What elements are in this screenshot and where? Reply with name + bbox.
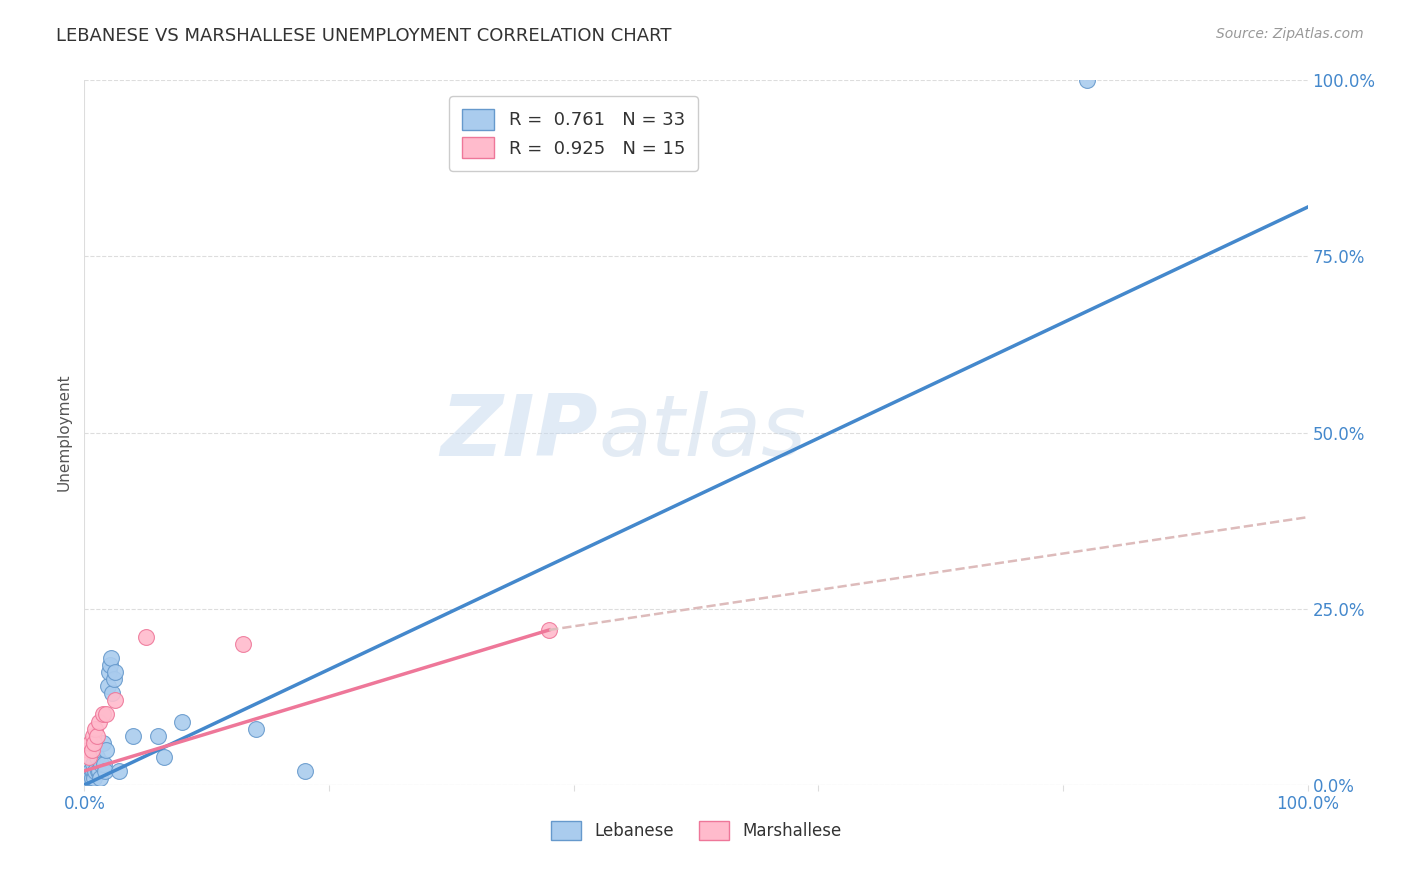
Point	[79, 736, 101, 750]
Point	[100, 651, 122, 665]
Point	[96, 742, 118, 756]
Point	[82, 729, 104, 743]
Point	[84, 764, 107, 778]
Point	[91, 736, 114, 750]
Point	[86, 749, 108, 764]
Point	[153, 749, 176, 764]
Point	[82, 764, 104, 778]
Point	[98, 658, 121, 673]
Point	[77, 742, 100, 756]
Point	[80, 771, 103, 785]
Point	[87, 764, 110, 778]
Point	[83, 736, 105, 750]
Text: Source: ZipAtlas.com: Source: ZipAtlas.com	[1216, 27, 1364, 41]
Point	[91, 707, 114, 722]
Point	[79, 764, 101, 778]
Point	[96, 707, 118, 722]
Point	[97, 665, 120, 680]
Point	[97, 679, 120, 693]
Y-axis label: Unemployment: Unemployment	[56, 374, 72, 491]
Point	[77, 749, 100, 764]
Point	[83, 771, 105, 785]
Point	[104, 693, 127, 707]
Point	[77, 778, 100, 792]
Text: LEBANESE VS MARSHALLESE UNEMPLOYMENT CORRELATION CHART: LEBANESE VS MARSHALLESE UNEMPLOYMENT COR…	[56, 27, 672, 45]
Text: ZIP: ZIP	[440, 391, 598, 475]
Point	[80, 742, 103, 756]
Point	[87, 764, 110, 778]
Text: atlas: atlas	[598, 391, 806, 475]
Point	[77, 771, 100, 785]
Point	[82, 756, 104, 771]
Point	[101, 686, 124, 700]
Point	[104, 665, 127, 680]
Point	[79, 771, 101, 785]
Point	[146, 729, 169, 743]
Legend: Lebanese, Marshallese: Lebanese, Marshallese	[544, 814, 848, 847]
Point	[122, 729, 145, 743]
Point	[245, 722, 267, 736]
Point	[1076, 73, 1098, 87]
Point	[107, 764, 129, 778]
Point	[86, 729, 108, 743]
Point	[538, 623, 561, 637]
Point	[90, 756, 112, 771]
Point	[232, 637, 254, 651]
Point	[94, 764, 117, 778]
Point	[294, 764, 316, 778]
Point	[87, 714, 110, 729]
Point	[172, 714, 194, 729]
Point	[93, 756, 115, 771]
Point	[103, 673, 125, 687]
Point	[135, 630, 157, 644]
Point	[89, 771, 111, 785]
Point	[84, 722, 107, 736]
